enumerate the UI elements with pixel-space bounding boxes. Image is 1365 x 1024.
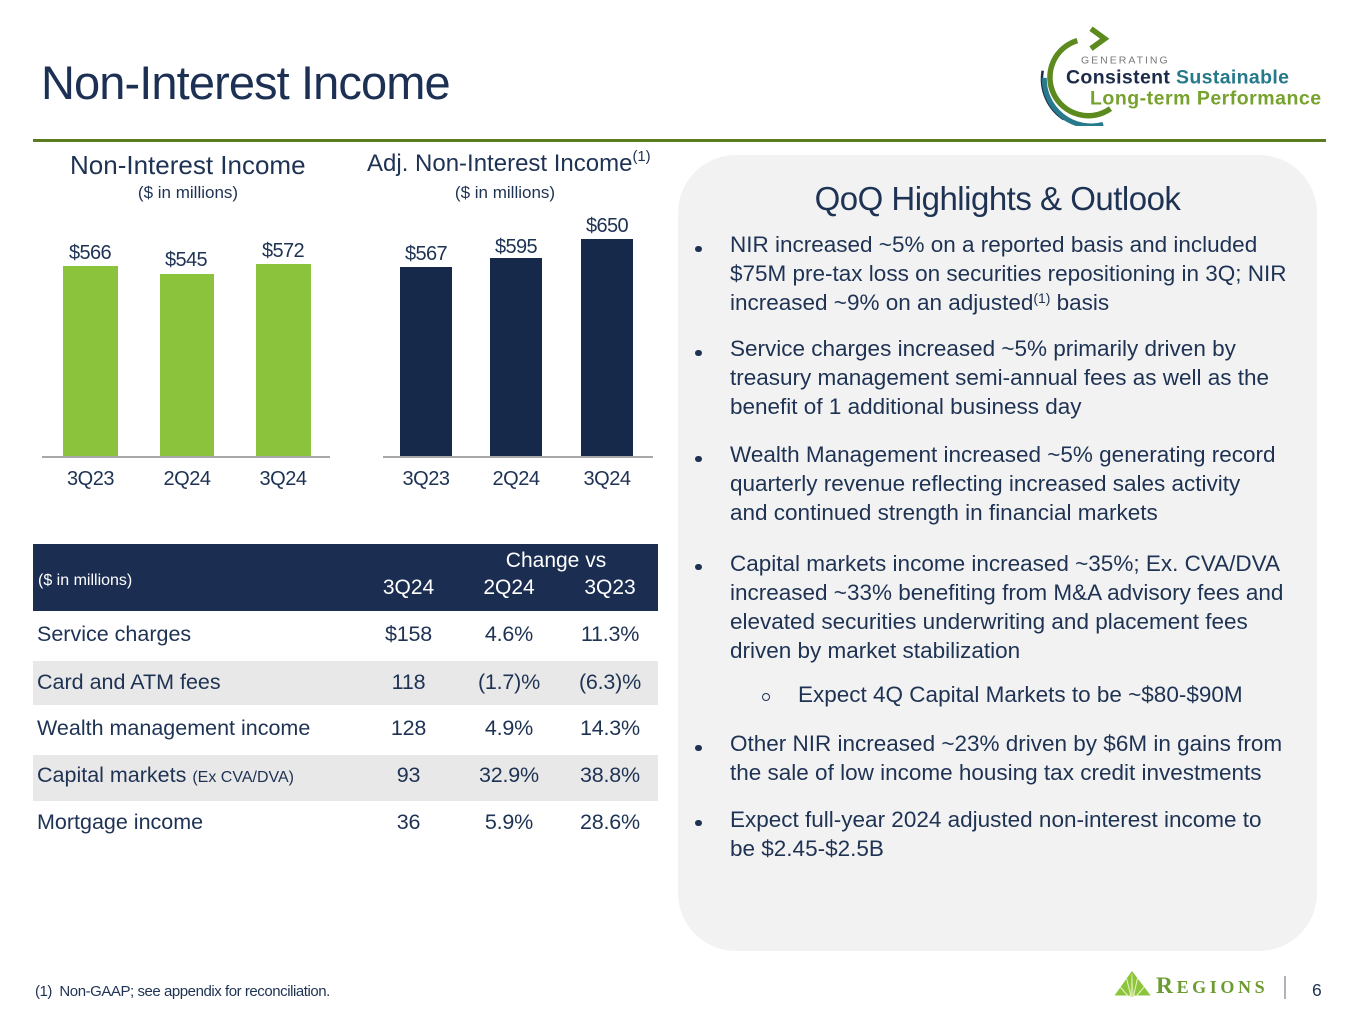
svg-text:GENERATING: GENERATING <box>1081 55 1170 67</box>
svg-text:Consistent Sustainable: Consistent Sustainable <box>1066 67 1289 89</box>
svg-text:Long-term Performance: Long-term Performance <box>1090 88 1322 110</box>
